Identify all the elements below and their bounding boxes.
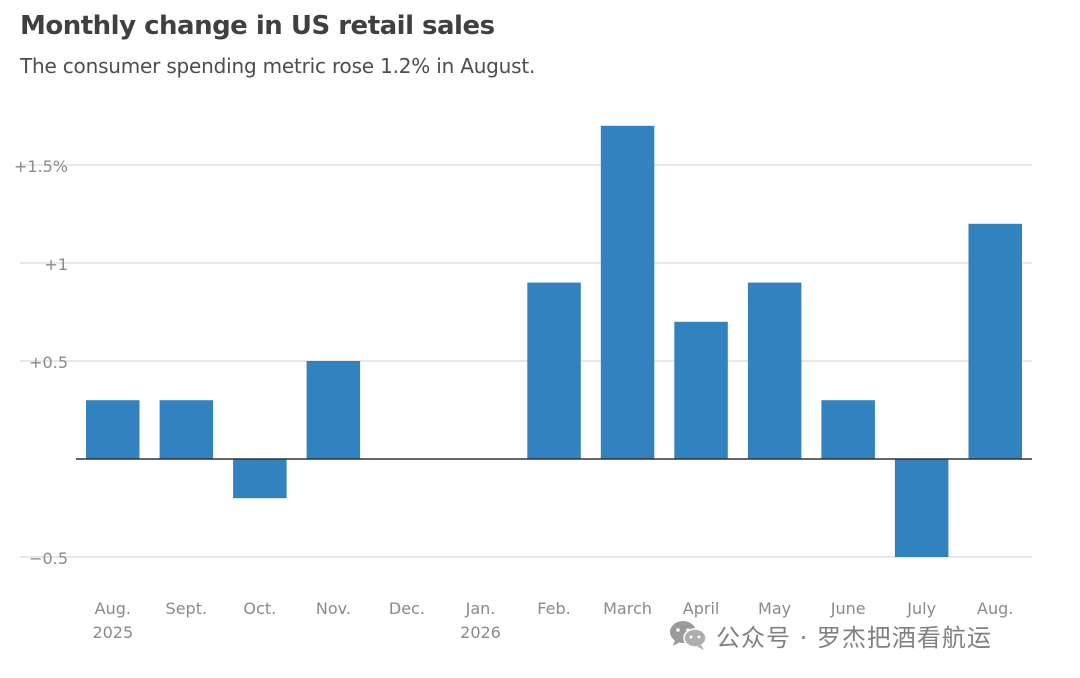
watermark-text: 公众号 · 罗杰把酒看航运 [716,623,992,652]
bar [86,400,140,459]
x-tick-label: March [603,599,652,618]
bar [159,400,214,459]
x-tick-year-label: 2025 [92,623,133,642]
y-tick-label: +0.5 [29,353,68,372]
x-tick-label: Aug. [977,599,1013,618]
bar [747,282,802,459]
y-tick-label: +1 [44,255,68,274]
x-tick-label: Dec. [389,599,425,618]
bar [600,125,655,460]
x-tick-label: Aug. [95,599,131,618]
x-tick-label: April [683,599,720,618]
bar [968,223,1022,459]
bar [527,282,581,459]
bar [233,459,287,499]
gridlines [20,164,1032,558]
x-tick-label: Feb. [537,599,570,618]
bar [821,400,875,459]
bar [306,361,361,459]
chart-subtitle: The consumer spending metric rose 1.2% i… [20,54,536,78]
y-axis-tick-labels: +1.5% +1 +0.5 −0.5 [14,157,68,568]
x-tick-label: Nov. [316,599,351,618]
x-tick-label: July [906,599,936,618]
bars [86,125,1022,557]
y-tick-label: −0.5 [29,549,68,568]
y-tick-label: +1.5% [14,157,68,176]
x-tick-year-label: 2026 [460,623,501,642]
bar [674,321,728,459]
watermark: 公众号 · 罗杰把酒看航运 [668,618,992,652]
wechat-icon [670,621,707,650]
bar [894,459,949,557]
x-tick-label: Oct. [243,599,276,618]
x-tick-label: Sept. [166,599,208,618]
x-tick-label: May [758,599,791,618]
x-tick-label: Jan. [465,599,496,618]
x-tick-label: June [830,599,866,618]
x-axis-tick-labels: Aug. 2025 Sept. Oct. Nov. Dec. Jan. 2026 Feb. Mar… [92,599,1013,642]
chart-title: Monthly change in US retail sales [20,11,495,41]
